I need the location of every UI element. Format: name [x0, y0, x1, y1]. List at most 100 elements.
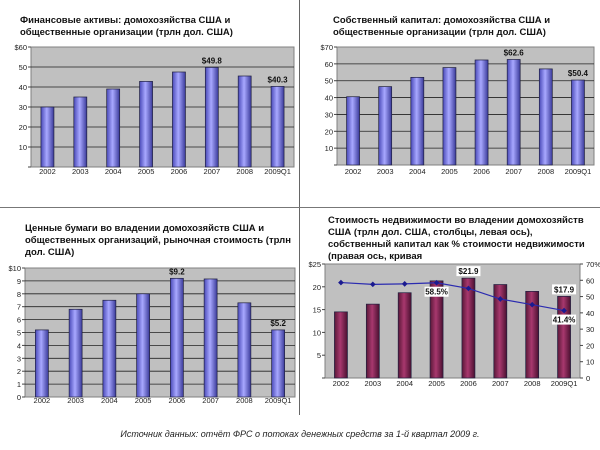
- y-tick-label: 1: [17, 380, 21, 389]
- y-tick-label: 5: [17, 329, 21, 338]
- y-tick-label: 6: [17, 316, 21, 325]
- line-data-label: 41.4%: [553, 316, 576, 325]
- data-label: $21.9: [458, 267, 479, 276]
- y-tick-label: 4: [17, 341, 21, 350]
- y2-tick-label: 50: [586, 293, 594, 302]
- bar: [365, 303, 380, 379]
- y-tick-label: 20: [313, 283, 321, 292]
- x-tick-label: 2003: [377, 167, 394, 176]
- x-tick-label: 2003: [72, 167, 89, 176]
- x-tick-label: 2005: [138, 167, 155, 176]
- x-tick-label: 2003: [67, 396, 84, 405]
- x-tick-label: 2009Q1: [551, 379, 578, 388]
- y-tick-label: 20: [325, 127, 333, 136]
- plot-area: [336, 46, 595, 166]
- bar: [410, 76, 425, 166]
- y-tick-label: 15: [313, 306, 321, 315]
- line-point: [465, 285, 472, 292]
- x-tick-label: 2006: [169, 396, 186, 405]
- x-tick-label: 2002: [39, 167, 56, 176]
- bar: [334, 311, 348, 379]
- bar: [506, 59, 521, 166]
- bar: [237, 75, 252, 168]
- chart-title-securities: Ценные бумаги во владении домохозяйств С…: [25, 223, 291, 258]
- x-tick-label: 2006: [171, 167, 188, 176]
- data-label: $5.2: [270, 319, 286, 328]
- y-tick-label: 0: [17, 393, 21, 402]
- x-tick-label: 2005: [428, 379, 445, 388]
- y-tick-label: $10: [8, 264, 21, 273]
- x-tick-label: 2004: [105, 167, 122, 176]
- line-point: [497, 296, 504, 302]
- bar: [346, 96, 360, 166]
- series-line: [340, 281, 565, 312]
- bar: [474, 59, 489, 166]
- y-tick-label: 5: [317, 351, 321, 360]
- data-label: $40.3: [268, 75, 289, 84]
- x-tick-label: 2008: [537, 167, 554, 176]
- x-tick-label: 2004: [409, 167, 426, 176]
- y2-tick-label: 0: [586, 374, 590, 383]
- bar: [378, 86, 393, 166]
- y-tick-label: 20: [19, 123, 27, 132]
- data-label: $9.2: [169, 267, 185, 276]
- y2-tick-label: 10: [586, 358, 594, 367]
- x-tick-label: 2007: [505, 167, 522, 176]
- x-tick-label: 2002: [34, 396, 51, 405]
- y-tick-label: 8: [17, 290, 21, 299]
- line-point: [433, 279, 440, 286]
- x-tick-label: 2009Q1: [565, 167, 592, 176]
- x-tick-label: 2003: [364, 379, 381, 388]
- y-tick-label: $25: [308, 260, 321, 269]
- x-tick-label: 2009Q1: [265, 396, 292, 405]
- x-tick-label: 2006: [460, 379, 477, 388]
- chart-title-real-estate: Стоимость недвижимости во владении домох…: [328, 215, 585, 262]
- plot-area: [324, 263, 581, 379]
- bar: [73, 96, 88, 168]
- y-tick-label: 7: [17, 303, 21, 312]
- data-label-bg: [552, 284, 577, 295]
- bar: [139, 81, 153, 168]
- y-tick-label: 60: [325, 60, 333, 69]
- bar: [40, 106, 55, 168]
- bar: [35, 329, 49, 398]
- bar: [525, 291, 540, 379]
- bar: [204, 67, 219, 168]
- source-footnote: Источник данных: отчёт ФРС о потоках ден…: [120, 429, 480, 439]
- data-label: $49.8: [202, 56, 223, 65]
- x-tick-label: 2007: [203, 167, 220, 176]
- bar: [203, 278, 218, 398]
- y-tick-label: 9: [17, 277, 21, 286]
- data-label: $17.9: [554, 285, 575, 294]
- y-tick-label: 40: [325, 94, 333, 103]
- chart-title-financial-assets: Финансовые активы: домохозяйства США и о…: [20, 15, 233, 38]
- line-label-bg: [552, 314, 577, 325]
- x-tick-label: 2005: [441, 167, 458, 176]
- x-tick-label: 2007: [492, 379, 509, 388]
- x-tick-label: 2002: [345, 167, 362, 176]
- bar: [136, 293, 150, 398]
- y-tick-label: $70: [320, 43, 333, 52]
- y2-tick-label: 60: [586, 276, 594, 285]
- x-tick-label: 2008: [236, 396, 253, 405]
- bar: [442, 67, 457, 166]
- x-tick-label: 2008: [236, 167, 253, 176]
- bar: [538, 68, 553, 166]
- bar: [571, 79, 585, 166]
- y-tick-label: 10: [19, 143, 27, 152]
- x-tick-label: 2006: [473, 167, 490, 176]
- bar: [237, 302, 252, 398]
- data-label: $62.6: [504, 48, 525, 57]
- bar: [68, 308, 83, 398]
- x-tick-label: 2009Q1: [264, 167, 291, 176]
- line-label-bg: [424, 286, 449, 297]
- x-tick-label: 2005: [135, 396, 152, 405]
- data-label: $50.4: [568, 69, 589, 78]
- divider-horizontal: [0, 207, 600, 208]
- bar: [102, 299, 117, 398]
- line-point: [529, 301, 536, 308]
- line-point: [401, 281, 408, 287]
- y2-tick-label: 40: [586, 309, 594, 318]
- data-label-bg: [456, 266, 481, 277]
